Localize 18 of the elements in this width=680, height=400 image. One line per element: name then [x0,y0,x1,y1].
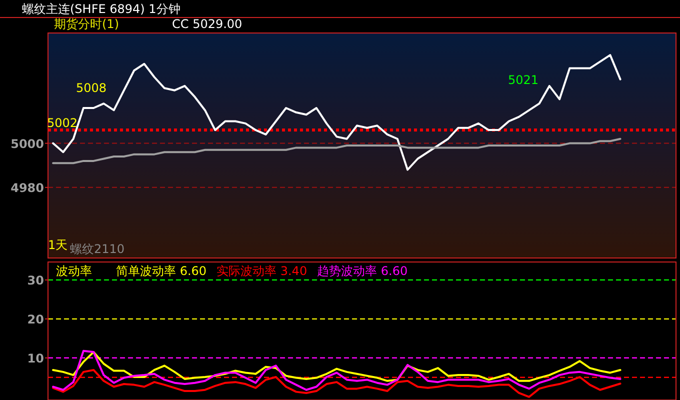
text: 趋势波动率 6.60 [317,264,408,278]
chart-subtitle: 期货分时(1) [54,17,119,31]
y-tick-label: 4980 [10,180,44,195]
text: 简单波动率 6.60 [116,264,207,278]
text: CC 5029.00 [172,17,242,31]
y-tick-label: 20 [27,312,44,326]
chart-title: 螺纹主连(SHFE 6894) 1分钟 [22,2,180,16]
y-tick-label: 5000 [10,136,44,151]
annotation: 螺纹2110 [70,242,125,256]
chart-title: 波动率 [56,264,92,278]
y-tick-label: 30 [27,273,44,288]
y-tick-label: 10 [27,351,44,366]
annotation: 5008 [76,81,107,95]
line-series [52,351,622,382]
annotation: 5021 [508,73,539,87]
line-series [52,138,622,164]
annotation: 1天 [48,238,68,252]
text: 实际波动率 3.40 [216,264,308,278]
